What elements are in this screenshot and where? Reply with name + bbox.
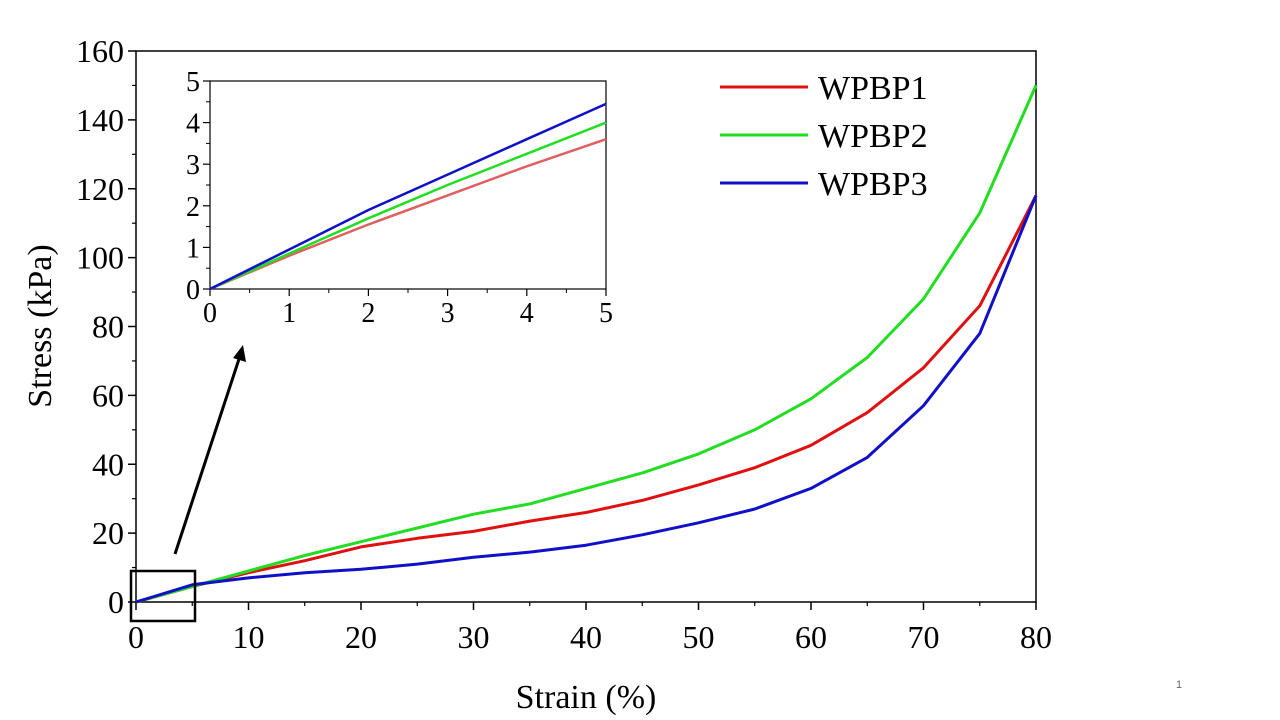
inset-x-tick-label: 2 [361,298,375,329]
x-tick-label: 50 [683,619,715,655]
zoom-region-box [129,569,197,623]
y-tick-label: 120 [76,171,124,207]
inset-series-line-wpbp3 [209,102,607,291]
legend-label-wpbp3: WPBP3 [818,166,928,203]
x-tick-label: 70 [908,619,940,655]
inset-plot-frame [209,80,607,290]
x-tick-label: 10 [233,619,265,655]
main-series [135,84,1038,604]
inset-ticks: 0 1 2 3 4 5 0 1 2 3 4 5 [186,67,613,329]
legend-label-wpbp2: WPBP2 [818,118,928,155]
inset-x-tick-label: 3 [441,298,455,329]
x-axis-title: Strain (%) [516,679,657,716]
x-tick-label: 20 [345,619,377,655]
inset-x-tick-label: 1 [282,298,296,329]
y-tick-label: 160 [76,33,124,69]
x-tick-label: 60 [795,619,827,655]
zoom-arrow [173,345,246,555]
inset-x-tick-label: 5 [599,298,613,329]
y-tick-label: 140 [76,102,124,138]
inset-y-tick-label: 3 [186,150,200,181]
x-tick-label: 0 [128,619,144,655]
series-line-wpbp3 [135,195,1038,604]
inset-y-tick-label: 2 [186,192,200,223]
inset-y-tick-label: 4 [186,109,200,140]
x-tick-label: 80 [1020,619,1052,655]
inset-series-line-wpbp2 [209,121,607,291]
inset-y-tick-label: 0 [186,275,200,306]
slide-page-number: 1 [1176,679,1183,691]
y-tick-label: 0 [108,584,124,620]
x-tick-label: 40 [570,619,602,655]
legend-label-wpbp1: WPBP1 [818,70,928,107]
y-axis-title: Stress (kPa) [22,244,59,407]
inset-plot: 0 1 2 3 4 5 0 1 2 3 4 5 [186,67,613,329]
y-tick-label: 40 [92,446,124,482]
inset-y-tick-label: 1 [186,233,200,264]
x-tick-label: 30 [458,619,490,655]
inset-series-line-wpbp1 [209,138,607,291]
inset-x-tick-label: 4 [520,298,534,329]
y-tick-label: 60 [92,377,124,413]
series-line-wpbp1 [135,194,1038,604]
inset-x-tick-label: 0 [203,298,217,329]
y-tick-label: 80 [92,309,124,345]
inset-series [209,102,607,291]
legend: WPBP1 WPBP2 WPBP3 [720,70,928,203]
series-line-wpbp2 [135,84,1038,604]
y-tick-label: 20 [92,515,124,551]
y-tick-label: 100 [76,240,124,276]
inset-y-tick-label: 5 [186,67,200,98]
